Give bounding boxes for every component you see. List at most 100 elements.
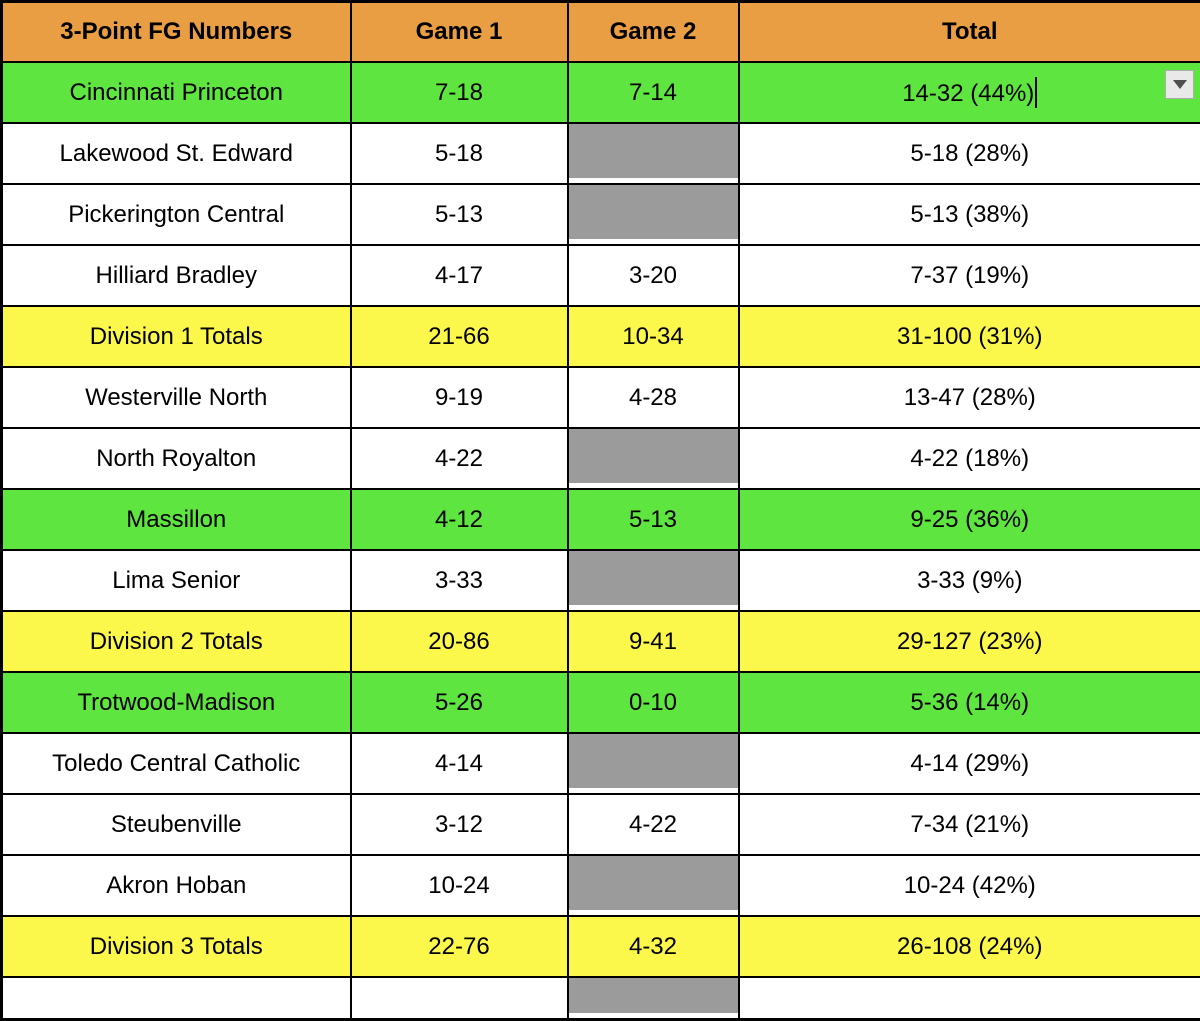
header-row: 3-Point FG Numbers Game 1 Game 2 Total (2, 2, 1200, 63)
game2-cell[interactable] (568, 855, 739, 916)
game1-cell[interactable]: 5-18 (351, 123, 568, 184)
header-cell-total[interactable]: Total (739, 2, 1200, 63)
team-cell[interactable] (2, 977, 351, 1020)
total-value: 5-13 (38%) (910, 201, 1029, 228)
game2-cell[interactable]: 0-10 (568, 672, 739, 733)
game1-cell[interactable]: 9-19 (351, 367, 568, 428)
game1-cell[interactable]: 22-76 (351, 916, 568, 977)
team-cell[interactable]: Pickerington Central (2, 184, 351, 245)
cell-dropdown-button[interactable] (1165, 70, 1194, 99)
game2-cell[interactable]: 7-14 (568, 62, 739, 123)
game2-cell[interactable] (568, 977, 739, 1020)
team-cell[interactable]: Lima Senior (2, 550, 351, 611)
team-cell[interactable]: Lakewood St. Edward (2, 123, 351, 184)
total-value: 10-24 (42%) (904, 872, 1036, 899)
total-cell[interactable]: 7-37 (19%) (739, 245, 1200, 306)
team-cell[interactable]: Division 1 Totals (2, 306, 351, 367)
game1-cell[interactable]: 7-18 (351, 62, 568, 123)
total-value: 7-34 (21%) (910, 811, 1029, 838)
total-cell[interactable]: 5-18 (28%) (739, 123, 1200, 184)
game2-cell[interactable]: 5-13 (568, 489, 739, 550)
team-cell[interactable]: Division 2 Totals (2, 611, 351, 672)
game2-cell[interactable] (568, 184, 739, 245)
total-value: 26-108 (24%) (897, 933, 1042, 960)
game1-cell[interactable]: 5-13 (351, 184, 568, 245)
total-cell[interactable]: 5-36 (14%) (739, 672, 1200, 733)
total-cell[interactable]: 13-47 (28%) (739, 367, 1200, 428)
chevron-down-icon (1173, 80, 1187, 89)
game2-cell[interactable]: 4-28 (568, 367, 739, 428)
header-cell-game1[interactable]: Game 1 (351, 2, 568, 63)
game2-cell[interactable] (568, 733, 739, 794)
game1-cell[interactable]: 3-12 (351, 794, 568, 855)
total-value: 14-32 (44%) (902, 80, 1034, 107)
game1-cell[interactable]: 4-22 (351, 428, 568, 489)
total-value: 7-37 (19%) (910, 262, 1029, 289)
game1-cell[interactable]: 10-24 (351, 855, 568, 916)
header-cell-game2[interactable]: Game 2 (568, 2, 739, 63)
total-value: 9-25 (36%) (910, 506, 1029, 533)
team-cell[interactable]: Trotwood-Madison (2, 672, 351, 733)
total-cell[interactable]: 9-25 (36%) (739, 489, 1200, 550)
game2-cell[interactable]: 4-22 (568, 794, 739, 855)
total-cell[interactable]: 29-127 (23%) (739, 611, 1200, 672)
game1-cell[interactable]: 5-26 (351, 672, 568, 733)
team-cell[interactable]: Massillon (2, 489, 351, 550)
total-value: 4-14 (29%) (910, 750, 1029, 777)
total-cell[interactable]: 31-100 (31%) (739, 306, 1200, 367)
game1-cell[interactable]: 3-33 (351, 550, 568, 611)
total-value: 31-100 (31%) (897, 323, 1042, 350)
total-cell[interactable]: 14-32 (44%) (739, 62, 1200, 123)
total-cell[interactable]: 26-108 (24%) (739, 916, 1200, 977)
game1-cell[interactable]: 4-14 (351, 733, 568, 794)
team-cell[interactable]: Division 3 Totals (2, 916, 351, 977)
total-value: 4-22 (18%) (910, 445, 1029, 472)
game2-cell[interactable] (568, 550, 739, 611)
team-cell[interactable]: North Royalton (2, 428, 351, 489)
total-cell[interactable] (739, 977, 1200, 1020)
game2-cell[interactable]: 10-34 (568, 306, 739, 367)
game2-cell[interactable]: 3-20 (568, 245, 739, 306)
table-header: 3-Point FG Numbers Game 1 Game 2 Total (2, 2, 1200, 63)
game1-cell[interactable]: 20-86 (351, 611, 568, 672)
total-value: 5-36 (14%) (910, 689, 1029, 716)
game2-cell[interactable] (568, 123, 739, 184)
team-cell[interactable]: Hilliard Bradley (2, 245, 351, 306)
team-cell[interactable]: Steubenville (2, 794, 351, 855)
total-cell[interactable]: 7-34 (21%) (739, 794, 1200, 855)
total-cell[interactable]: 4-22 (18%) (739, 428, 1200, 489)
total-value: 3-33 (9%) (917, 567, 1022, 594)
team-cell[interactable]: Toledo Central Catholic (2, 733, 351, 794)
total-cell[interactable]: 3-33 (9%) (739, 550, 1200, 611)
game1-cell[interactable] (351, 977, 568, 1020)
text-cursor (1035, 77, 1037, 108)
game1-cell[interactable]: 4-12 (351, 489, 568, 550)
team-cell[interactable]: Akron Hoban (2, 855, 351, 916)
game2-cell[interactable] (568, 428, 739, 489)
team-cell[interactable]: Westerville North (2, 367, 351, 428)
team-cell[interactable]: Cincinnati Princeton (2, 62, 351, 123)
game2-cell[interactable]: 9-41 (568, 611, 739, 672)
game2-cell[interactable]: 4-32 (568, 916, 739, 977)
total-value: 13-47 (28%) (904, 384, 1036, 411)
total-cell[interactable]: 5-13 (38%) (739, 184, 1200, 245)
game1-cell[interactable]: 4-17 (351, 245, 568, 306)
header-cell-title[interactable]: 3-Point FG Numbers (2, 2, 351, 63)
total-cell[interactable]: 4-14 (29%) (739, 733, 1200, 794)
game1-cell[interactable]: 21-66 (351, 306, 568, 367)
total-value: 29-127 (23%) (897, 628, 1042, 655)
total-cell[interactable]: 10-24 (42%) (739, 855, 1200, 916)
